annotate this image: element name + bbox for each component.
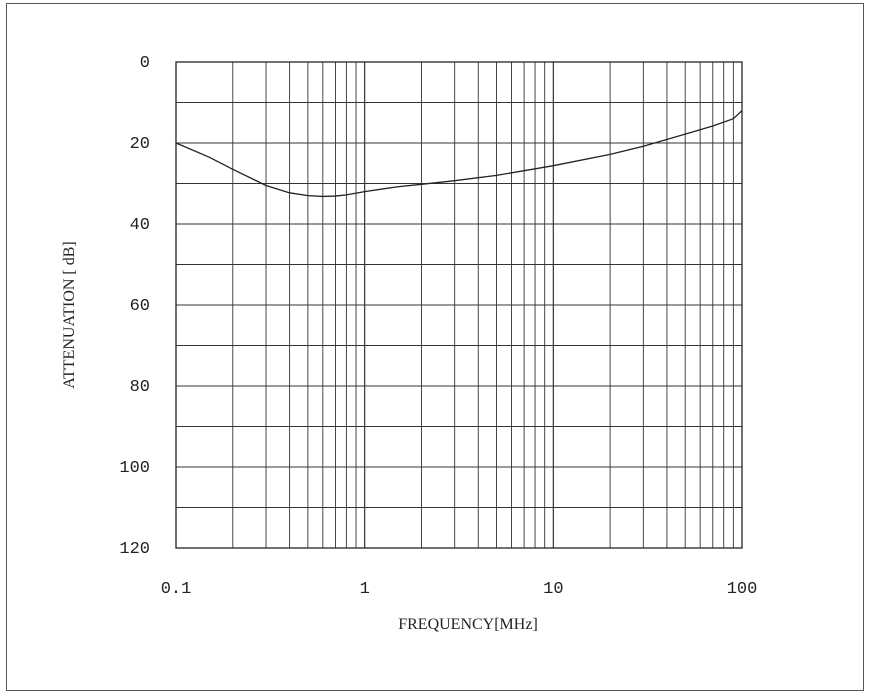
- x-tick-label: 1: [360, 580, 370, 599]
- y-tick-label: 60: [130, 297, 150, 316]
- x-tick-label: 10: [543, 580, 563, 599]
- y-tick-labels: 0 20 40 60 80 100 120: [119, 54, 150, 559]
- y-tick-label: 0: [140, 54, 150, 73]
- plot-border: [175, 61, 743, 549]
- x-tick-label: 100: [727, 580, 758, 599]
- grid: [176, 62, 742, 548]
- y-tick-label: 20: [130, 135, 150, 154]
- y-tick-label: 40: [130, 216, 150, 235]
- chart-frame: [6, 3, 864, 691]
- x-tick-labels: 0.1 1 10 100: [161, 580, 758, 599]
- y-axis-title: ATTENUATION [ dB]: [61, 241, 78, 389]
- y-tick-label: 80: [130, 378, 150, 397]
- y-tick-label: 120: [119, 540, 150, 559]
- series-line-attenuation: [175, 110, 743, 198]
- x-tick-label: 0.1: [161, 580, 192, 599]
- x-axis-title: FREQUENCY[MHz]: [398, 616, 538, 633]
- y-tick-label: 100: [119, 459, 150, 478]
